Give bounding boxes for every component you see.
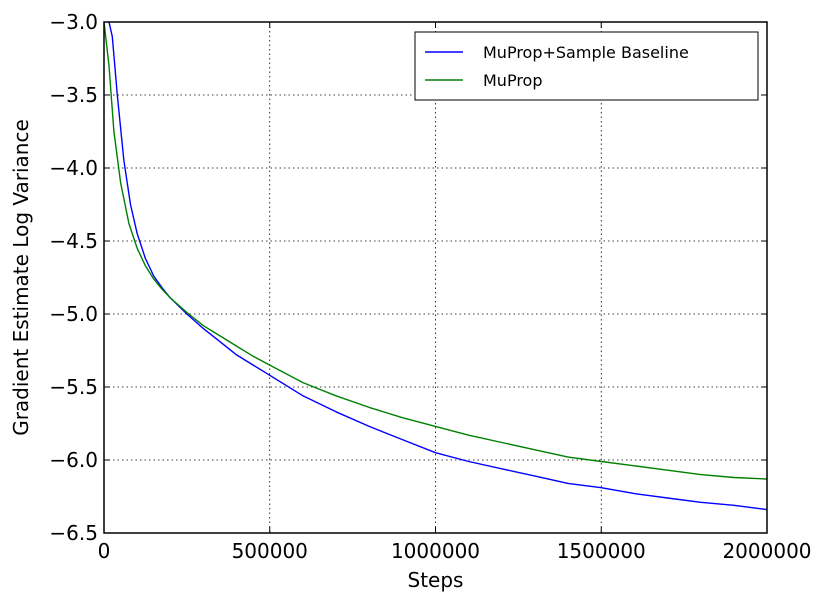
legend-label: MuProp xyxy=(483,71,542,90)
legend-box xyxy=(414,31,759,101)
y-tick-label: −4.5 xyxy=(49,229,98,253)
y-tick-label: −6.5 xyxy=(49,521,98,545)
y-axis-label: Gradient Estimate Log Variance xyxy=(9,119,33,436)
x-axis-label: Steps xyxy=(408,568,464,592)
y-tick-label: −3.0 xyxy=(49,10,98,34)
x-tick-label: 2000000 xyxy=(722,539,811,563)
y-tick-label: −5.0 xyxy=(49,302,98,326)
y-tick-label: −5.5 xyxy=(49,375,98,399)
legend-label: MuProp+Sample Baseline xyxy=(483,43,689,62)
series-layer xyxy=(104,22,767,511)
series-line-muprop xyxy=(104,22,767,480)
x-tick-label: 500000 xyxy=(232,539,308,563)
y-tick-label: −3.5 xyxy=(49,83,98,107)
x-tick-label: 0 xyxy=(98,539,111,563)
x-tick-label: 1500000 xyxy=(557,539,646,563)
y-tick-label: −6.0 xyxy=(49,448,98,472)
legend: MuProp+Sample Baseline MuProp xyxy=(414,31,759,101)
y-tick-label: −4.0 xyxy=(49,156,98,180)
axis-ticks: 0 500000 1000000 1500000 2000000 −3.0 −3.5 −4.0… xyxy=(49,10,811,563)
series-line-muprop-sample-baseline xyxy=(108,22,767,511)
x-tick-label: 1000000 xyxy=(391,539,480,563)
